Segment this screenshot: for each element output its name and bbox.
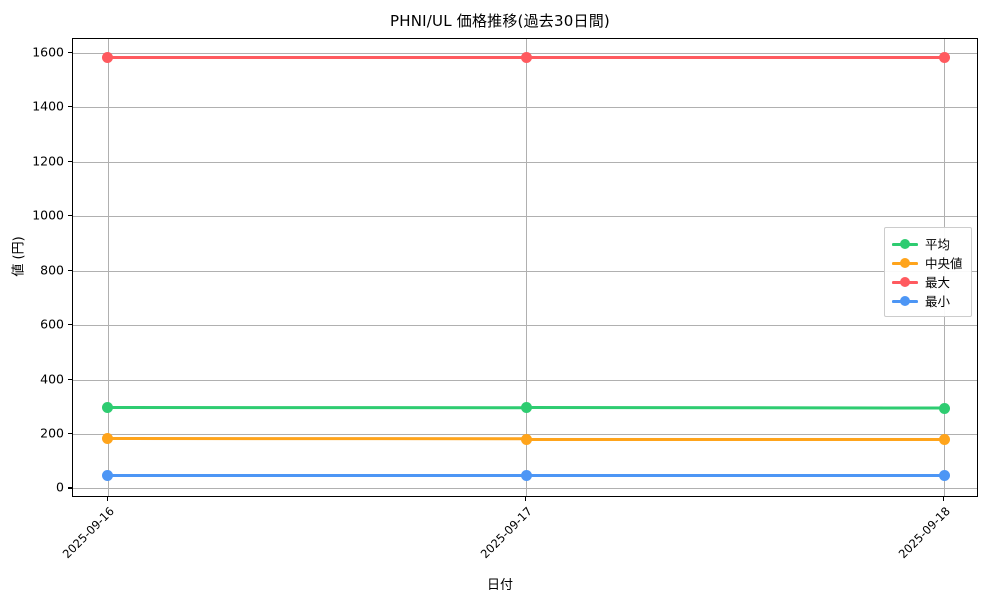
x-axis-tick-mark — [525, 497, 527, 501]
gridline-horizontal — [73, 161, 977, 163]
y-axis-tick-mark — [68, 160, 72, 162]
legend-label: 最小 — [925, 294, 951, 309]
chart-title: PHNI/UL 価格推移(過去30日間) — [390, 12, 610, 30]
gridline-horizontal — [73, 107, 977, 109]
data-point-marker[interactable] — [938, 433, 950, 445]
y-axis-tick-mark — [68, 106, 72, 108]
data-point-marker[interactable] — [102, 52, 114, 64]
legend-label: 平均 — [925, 237, 951, 252]
legend-marker-icon — [892, 238, 918, 249]
gridline-horizontal — [73, 216, 977, 218]
data-point-marker[interactable] — [102, 470, 114, 482]
legend-item-1[interactable]: 平均 — [892, 234, 963, 253]
gridline-vertical — [107, 39, 109, 496]
y-axis-tick-label: 200 — [40, 425, 64, 441]
data-point-marker[interactable] — [938, 52, 950, 64]
y-axis-tick-mark — [68, 378, 72, 380]
y-axis-tick-mark — [68, 215, 72, 217]
gridline-horizontal — [73, 488, 977, 490]
data-point-marker[interactable] — [520, 402, 532, 414]
series-2 — [73, 39, 977, 496]
y-axis-tick-mark — [68, 269, 72, 271]
legend-item-4[interactable]: 最小 — [892, 291, 963, 310]
series-line-segment — [107, 474, 526, 478]
series-line-segment — [526, 474, 945, 478]
y-axis-tick-label: 400 — [40, 371, 64, 386]
series-1 — [73, 39, 977, 496]
chart-legend[interactable]: 平均 中央値 最大 最小 — [884, 227, 972, 317]
data-point-marker[interactable] — [520, 470, 532, 482]
data-point-marker[interactable] — [520, 433, 532, 445]
legend-item-2[interactable]: 中央値 — [892, 253, 963, 272]
series-line-segment — [526, 437, 945, 441]
y-axis-tick-mark — [68, 51, 72, 53]
data-point-marker[interactable] — [102, 433, 114, 445]
y-axis-tick-label: 1200 — [32, 153, 64, 169]
y-axis-tick-label: 0 — [56, 479, 64, 495]
y-axis-tick-label: 800 — [40, 262, 64, 278]
y-axis-tick-label: 600 — [40, 316, 64, 332]
data-point-marker[interactable] — [938, 402, 950, 414]
x-axis-tick-mark — [106, 497, 109, 501]
y-axis-title: 値 (円) — [11, 236, 27, 277]
x-axis-tick-label: 2025-09-18 — [895, 504, 954, 562]
x-axis-tick-label: 2025-09-17 — [477, 504, 535, 562]
x-axis-title: 日付 — [486, 578, 513, 593]
data-point-marker[interactable] — [520, 52, 532, 64]
y-axis-tick-label: 1000 — [32, 207, 64, 223]
legend-marker-icon — [892, 295, 918, 306]
legend-marker-icon — [892, 276, 918, 287]
x-axis-tick-label: 2025-09-16 — [59, 504, 117, 562]
y-axis-tick-mark — [68, 487, 72, 489]
legend-item-3[interactable]: 最大 — [892, 272, 963, 291]
legend-label: 中央値 — [925, 256, 963, 271]
series-3 — [73, 39, 977, 496]
gridline-horizontal — [73, 325, 977, 327]
series-4 — [73, 39, 977, 496]
legend-marker-icon — [892, 257, 918, 268]
legend-label: 最大 — [925, 275, 951, 290]
gridline-horizontal — [73, 379, 977, 381]
gridline-vertical — [526, 39, 527, 496]
data-point-marker[interactable] — [938, 470, 950, 482]
y-axis-tick-label: 1600 — [32, 44, 64, 60]
series-line-segment — [107, 56, 526, 60]
y-axis-tick-label: 1400 — [32, 98, 64, 114]
gridline-horizontal — [73, 270, 977, 272]
y-axis-tick-mark — [68, 432, 72, 435]
y-axis-tick-mark — [68, 324, 72, 326]
x-axis-tick-mark — [943, 497, 945, 501]
series-line-segment — [526, 56, 945, 60]
data-point-marker[interactable] — [102, 401, 114, 413]
plot-area — [72, 38, 978, 497]
